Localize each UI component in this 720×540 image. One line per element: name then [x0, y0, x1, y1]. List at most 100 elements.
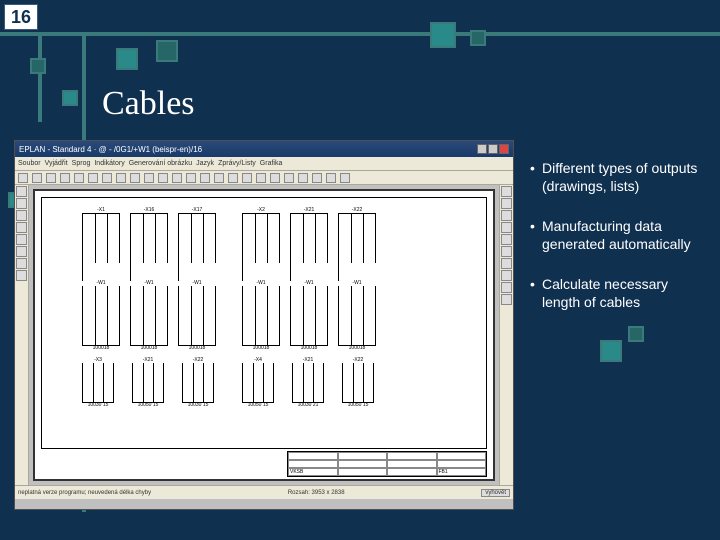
toolbar-icon[interactable] — [16, 210, 27, 221]
cable-group: -X1 -W1 100018 — [82, 208, 120, 351]
window-controls[interactable] — [477, 144, 509, 154]
cable-label: 100018 — [82, 346, 120, 351]
toolbar-icon[interactable] — [60, 173, 70, 183]
decor-square — [470, 30, 486, 46]
toolbar-icon[interactable] — [32, 173, 42, 183]
minimize-icon[interactable] — [477, 144, 487, 154]
menu-item[interactable]: Sprog — [72, 160, 91, 167]
toolbar-icon[interactable] — [214, 173, 224, 183]
toolbar-icon[interactable] — [74, 173, 84, 183]
drawing-title-block: VKSBFB1 — [287, 451, 487, 477]
cable-label: 100018 — [242, 346, 280, 351]
menu-item[interactable]: Grafika — [260, 160, 283, 167]
toolbar-icon[interactable] — [158, 173, 168, 183]
slide-number-badge: 16 — [4, 4, 38, 30]
toolbar-icon[interactable] — [88, 173, 98, 183]
toolbar-icon[interactable] — [16, 270, 27, 281]
toolbar-icon[interactable] — [284, 173, 294, 183]
right-toolbar[interactable] — [499, 185, 513, 485]
toolbar-icon[interactable] — [46, 173, 56, 183]
toolbar-icon[interactable] — [298, 173, 308, 183]
toolbar-icon[interactable] — [228, 173, 238, 183]
menu-item[interactable]: Zprávy/Listy — [218, 160, 256, 167]
toolbar-icon[interactable] — [200, 173, 210, 183]
toolbar-icon[interactable] — [16, 186, 27, 197]
cable-label: 10030 15 — [82, 403, 114, 408]
status-button[interactable]: vyhovět — [481, 489, 510, 497]
bullet-item: Different types of outputs (drawings, li… — [530, 160, 706, 196]
toolbar-icon[interactable] — [16, 258, 27, 269]
menu-item[interactable]: Soubor — [18, 160, 41, 167]
cable-group: -X21 10030 21 — [292, 358, 324, 408]
page-title: Cables — [102, 85, 195, 123]
toolbar-icon[interactable] — [501, 198, 512, 209]
toolbar-icon[interactable] — [172, 173, 182, 183]
menu-item[interactable]: Jazyk — [196, 160, 214, 167]
close-icon[interactable] — [499, 144, 509, 154]
cable-label: 10030 21 — [292, 403, 324, 408]
toolbar-icon[interactable] — [326, 173, 336, 183]
cable-label: 100018 — [290, 346, 328, 351]
toolbar-icon[interactable] — [501, 186, 512, 197]
toolbar-icon[interactable] — [340, 173, 350, 183]
status-text: Rozsah: 3953 x 2838 — [288, 490, 345, 496]
toolbar-icon[interactable] — [501, 210, 512, 221]
bullet-item: Calculate necessary length of cables — [530, 276, 706, 312]
toolbar-icon[interactable] — [18, 173, 28, 183]
cable-label: 100018 — [338, 346, 376, 351]
cable-group: -X2 -W1 100018 — [242, 208, 280, 351]
menu-item[interactable]: Generování obrázku — [129, 160, 192, 167]
decor-square — [600, 340, 622, 362]
toolbar-icon[interactable] — [501, 294, 512, 305]
toolbar-icon[interactable] — [116, 173, 126, 183]
cable-group: -X4 10050 15 — [242, 358, 274, 408]
cad-screenshot: EPLAN - Standard 4 · @ - /0G1/+W1 (beisp… — [14, 140, 514, 510]
toolbar-icon[interactable] — [501, 258, 512, 269]
app-toolbar-1[interactable] — [15, 171, 513, 185]
toolbar-icon[interactable] — [16, 246, 27, 257]
app-titlebar: EPLAN - Standard 4 · @ - /0G1/+W1 (beisp… — [15, 141, 513, 157]
cable-group: -X22 10050 15 — [342, 358, 374, 408]
app-workspace: -X1 -W1 100018 -X16 -W1 100018 -X17 -W1 — [15, 185, 513, 485]
toolbar-icon[interactable] — [270, 173, 280, 183]
menu-item[interactable]: Indikátory — [94, 160, 124, 167]
decor-square — [62, 90, 78, 106]
drawing-canvas[interactable]: -X1 -W1 100018 -X16 -W1 100018 -X17 -W1 — [33, 189, 495, 481]
toolbar-icon[interactable] — [501, 234, 512, 245]
left-toolbar[interactable] — [15, 185, 29, 485]
toolbar-icon[interactable] — [312, 173, 322, 183]
decor-line — [0, 32, 720, 36]
toolbar-icon[interactable] — [16, 198, 27, 209]
app-menubar[interactable]: Soubor Vyjádřit Sprog Indikátory Generov… — [15, 157, 513, 171]
toolbar-icon[interactable] — [501, 270, 512, 281]
cable-group: -X22 -W1 100018 — [338, 208, 376, 351]
bullet-item: Manufacturing data generated automatical… — [530, 218, 706, 254]
toolbar-icon[interactable] — [144, 173, 154, 183]
toolbar-icon[interactable] — [242, 173, 252, 183]
toolbar-icon[interactable] — [501, 282, 512, 293]
cable-label: 100018 — [178, 346, 216, 351]
toolbar-icon[interactable] — [130, 173, 140, 183]
cable-label: 10050 15 — [132, 403, 164, 408]
maximize-icon[interactable] — [488, 144, 498, 154]
toolbar-icon[interactable] — [256, 173, 266, 183]
drawing-frame: -X1 -W1 100018 -X16 -W1 100018 -X17 -W1 — [41, 197, 487, 449]
cable-group: -X3 10030 15 — [82, 358, 114, 408]
cable-group: -X21 10050 15 — [132, 358, 164, 408]
cable-label: 10050 15 — [242, 403, 274, 408]
toolbar-icon[interactable] — [102, 173, 112, 183]
cable-group: -X21 -W1 100018 — [290, 208, 328, 351]
app-statusbar: neplatná verze programu; neuvedená délka… — [15, 485, 513, 499]
toolbar-icon[interactable] — [16, 222, 27, 233]
toolbar-icon[interactable] — [501, 246, 512, 257]
decor-square — [156, 40, 178, 62]
app-title: EPLAN - Standard 4 · @ - /0G1/+W1 (beisp… — [19, 145, 202, 154]
toolbar-icon[interactable] — [501, 222, 512, 233]
toolbar-icon[interactable] — [186, 173, 196, 183]
cable-group: -X16 -W1 100018 — [130, 208, 168, 351]
decor-square — [30, 58, 46, 74]
status-text: neplatná verze programu; neuvedená délka… — [18, 490, 151, 496]
toolbar-icon[interactable] — [16, 234, 27, 245]
menu-item[interactable]: Vyjádřit — [45, 160, 68, 167]
bullet-list: Different types of outputs (drawings, li… — [530, 160, 706, 333]
